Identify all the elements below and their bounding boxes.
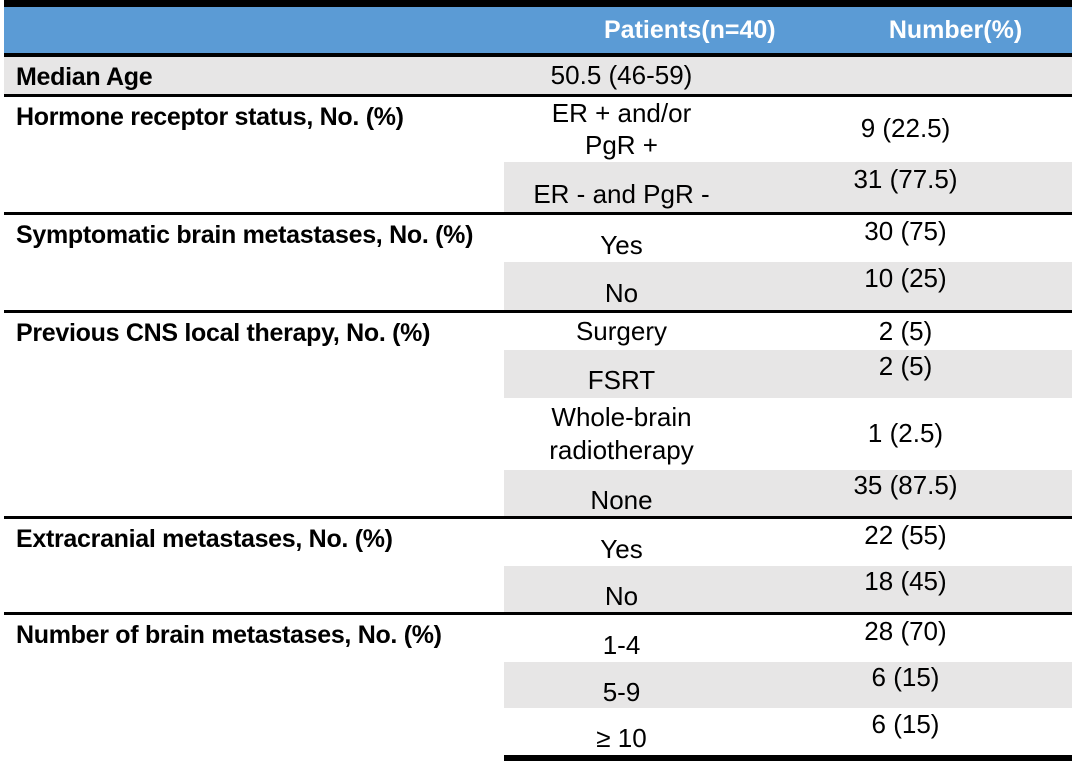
table-row: Previous CNS local therapy, No. (%) Surg… [4, 310, 1072, 518]
table-row: ≥ 10 6 (15) [4, 708, 1072, 761]
value-cell: 30 (75) [739, 212, 1072, 262]
category-cell: None [504, 469, 739, 518]
table-row: Number of brain metastases, No. (%) 1-4 … [4, 612, 1072, 758]
category-cell: ER - and PgR - [504, 161, 739, 214]
value-cell: 2 (5) [739, 349, 1072, 398]
category-cell: Yes [504, 212, 739, 262]
table-container: Patients(n=40) Number(%) Median Age 50.5… [4, 0, 1072, 761]
category-cell: No [504, 565, 739, 614]
category-cell: ≥ 10 [504, 708, 739, 761]
column-header-patients: Patients(n=40) [504, 0, 776, 57]
table-row: Median Age 50.5 (46-59) [4, 55, 1072, 95]
value-cell: 18 (45) [739, 565, 1072, 614]
category-cell: Yes [504, 516, 739, 566]
category-cell: 50.5 (46-59) [504, 55, 739, 95]
section-label: Previous CNS local therapy, No. (%) [4, 310, 504, 518]
category-cell: FSRT [504, 349, 739, 398]
value-cell: 6 (15) [739, 708, 1072, 761]
table-row: Extracranial metastases, No. (%) Yes 22 … [4, 516, 1072, 614]
value-cell: 22 (55) [739, 516, 1072, 566]
value-cell: 9 (22.5) [739, 93, 1072, 162]
category-cell: No [504, 261, 739, 312]
value-cell: 28 (70) [739, 612, 1072, 662]
category-cell: 1-4 [504, 612, 739, 662]
table-row: Symptomatic brain metastases, No. (%) Ye… [4, 212, 1072, 312]
value-cell: 31 (77.5) [739, 161, 1072, 214]
section-label: Symptomatic brain metastases, No. (%) [4, 212, 504, 312]
table-row: Whole-brain radiotherapy 1 (2.5) [4, 398, 1072, 470]
value-cell: 10 (25) [739, 261, 1072, 312]
section-label: Hormone receptor status, No. (%) [4, 93, 504, 214]
category-cell: Surgery [504, 310, 739, 350]
table-row: No 18 (45) [4, 565, 1072, 614]
value-cell: 2 (5) [739, 310, 1072, 350]
category-cell: Whole-brain radiotherapy [549, 402, 694, 465]
table-row: None 35 (87.5) [4, 469, 1072, 518]
category-cell: ER + and/or PgR + [504, 93, 739, 162]
section-label: Median Age [4, 55, 504, 95]
column-header-number: Number(%) [739, 0, 1072, 57]
value-cell: 1 (2.5) [867, 417, 944, 448]
header-row: Patients(n=40) Number(%) [4, 0, 1072, 57]
patient-characteristics-table: Patients(n=40) Number(%) Median Age 50.5… [4, 0, 1072, 761]
section-label: Extracranial metastases, No. (%) [4, 516, 504, 614]
table-row: FSRT 2 (5) [4, 349, 1072, 398]
value-cell [739, 55, 1072, 95]
table-row: 5-9 6 (15) [4, 661, 1072, 708]
category-cell: 5-9 [504, 661, 739, 708]
table-row: Hormone receptor status, No. (%) ER + an… [4, 93, 1072, 214]
header-spacer-cell [4, 0, 504, 57]
value-cell: 35 (87.5) [739, 469, 1072, 518]
table-row: No 10 (25) [4, 261, 1072, 312]
table-row: ER - and PgR - 31 (77.5) [4, 161, 1072, 214]
value-cell: 6 (15) [739, 661, 1072, 708]
section-label: Number of brain metastases, No. (%) [4, 612, 504, 758]
